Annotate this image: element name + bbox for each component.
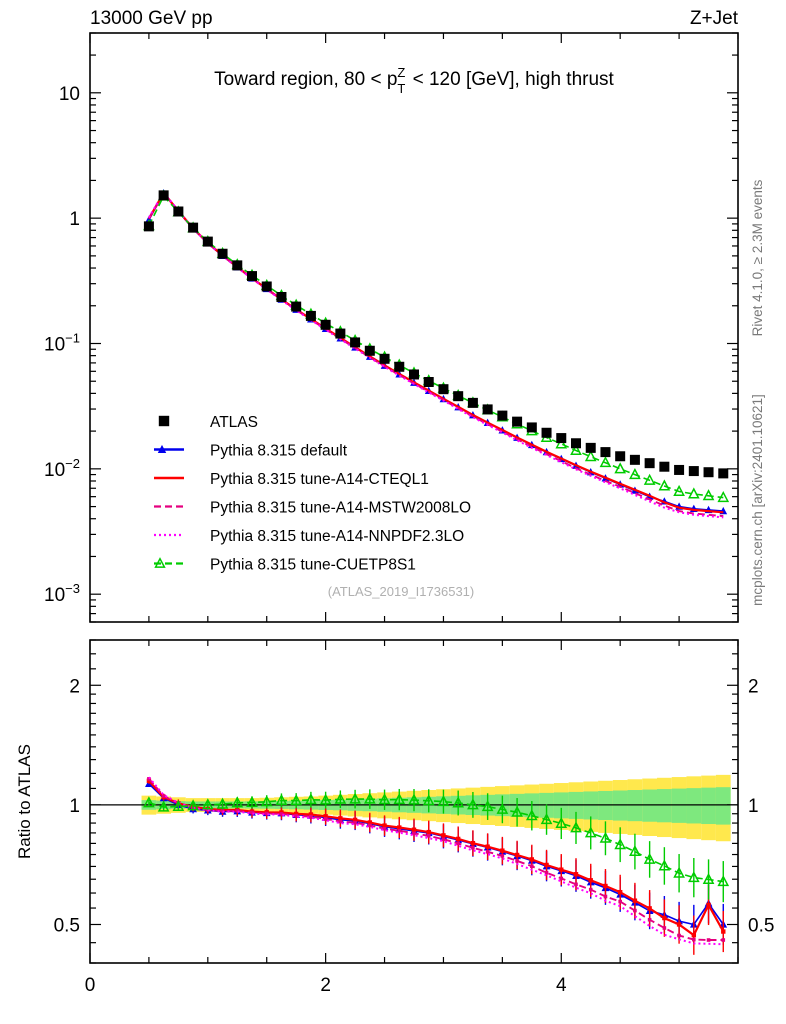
- legend-label: ATLAS: [210, 414, 258, 431]
- side-label-rivet: Rivet 4.1.0, ≥ 2.3M events: [750, 179, 765, 336]
- y-tick-label-main: 1: [69, 209, 80, 230]
- legend-label: Pythia 8.315 tune-A14-NNPDF2.3LO: [210, 528, 464, 545]
- legend-label: Pythia 8.315 tune-CUETP8S1: [210, 557, 416, 574]
- legend-label: Pythia 8.315 tune-A14-CTEQL1: [210, 471, 429, 488]
- y-tick-label-ratio-right: 2: [748, 676, 759, 697]
- series-atlas: [143, 190, 729, 479]
- x-tick-label: 0: [85, 975, 96, 996]
- series-pythia-8-315-tune-a14-mstw2008lo: [148, 190, 724, 518]
- series-pythia-8-315-tune-a14-nnpdf2-3lo: [148, 190, 724, 519]
- side-label-mcplots: mcplots.cern.ch [arXiv:2401.10621]: [750, 394, 765, 606]
- x-tick-label: 2: [320, 975, 331, 996]
- plot-title: Toward region, 80 < pZ T < 120 [GeV], hig…: [214, 65, 614, 96]
- main-panel-frame: [89, 32, 739, 623]
- legend-label: Pythia 8.315 default: [210, 443, 348, 460]
- y-tick-label-ratio-right: 0.5: [748, 915, 774, 936]
- y-axis-ticks-ratio: [90, 639, 738, 964]
- y-tick-label-ratio: 0.5: [54, 915, 80, 936]
- header-left: 13000 GeV pp: [90, 8, 213, 29]
- legend-label: Pythia 8.315 tune-A14-MSTW2008LO: [210, 500, 471, 517]
- y-tick-label-main: 10−2: [44, 456, 80, 481]
- ratio-series-pythia-8-315-tune-a14-nnpdf2-3lo: [148, 776, 724, 946]
- y-tick-label-main: 10: [59, 84, 80, 105]
- x-axis-ticks: [89, 33, 739, 963]
- y-axis-ticks-main: [90, 32, 738, 623]
- y-tick-label-ratio: 1: [69, 796, 80, 817]
- y-tick-label-main: 10−1: [44, 330, 80, 355]
- watermark: (ATLAS_2019_I1736531): [328, 584, 474, 599]
- y-tick-label-main: 10−3: [44, 581, 80, 606]
- y-tick-label-ratio-right: 1: [748, 796, 759, 817]
- ratio-axis-label: Ratio to ATLAS: [15, 744, 34, 859]
- legend: [154, 415, 184, 568]
- y-tick-label-ratio: 2: [69, 676, 80, 697]
- ratio-series-pythia-8-315-tune-cuetp8s1: [143, 788, 730, 903]
- x-tick-label: 4: [556, 975, 567, 996]
- ratio-series-pythia-8-315-tune-a14-mstw2008lo: [147, 777, 726, 942]
- series-pythia-8-315-default: [145, 189, 728, 515]
- ratio-panel-frame: [89, 639, 739, 964]
- header-right: Z+Jet: [690, 8, 739, 29]
